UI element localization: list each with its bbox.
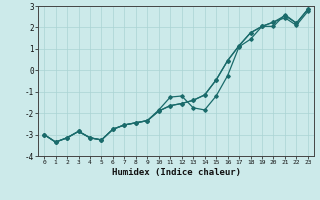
X-axis label: Humidex (Indice chaleur): Humidex (Indice chaleur) [111, 168, 241, 177]
